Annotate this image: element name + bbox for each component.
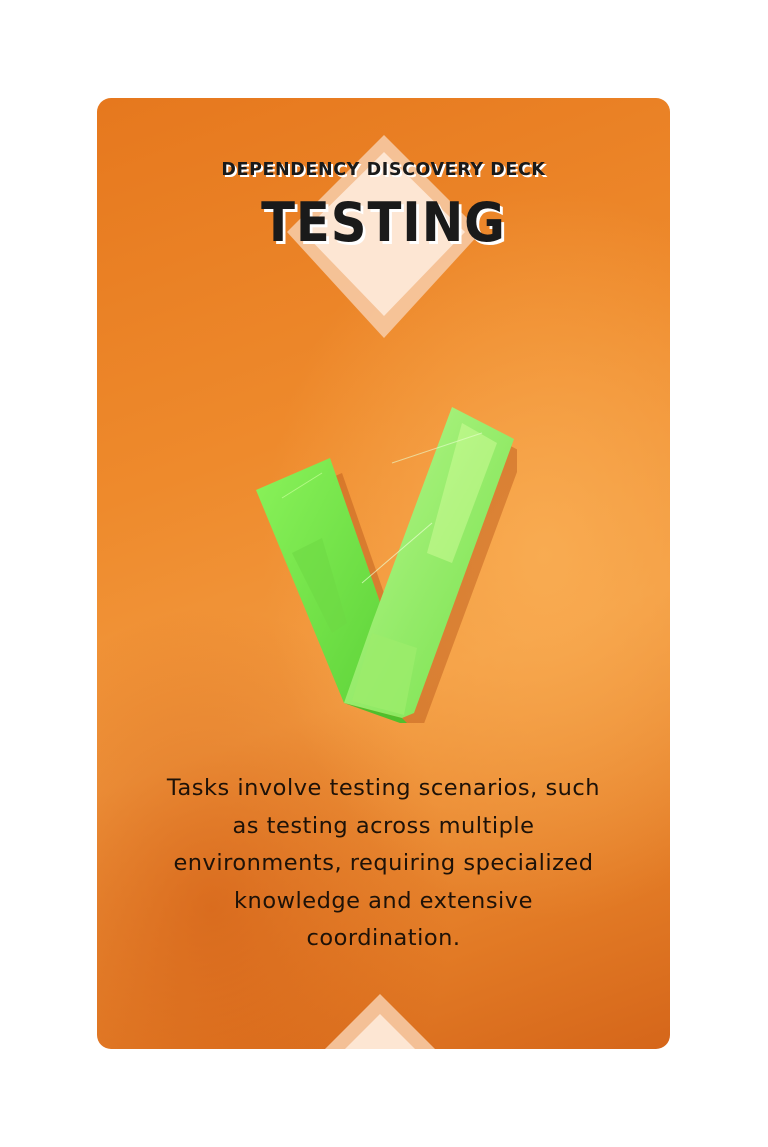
diamond-emblem <box>287 135 481 338</box>
green-checkmark-icon <box>256 407 517 723</box>
card-description: Tasks involve testing scenarios, such as… <box>166 775 601 951</box>
category-title: TESTING <box>261 191 506 254</box>
testing-card: DEPENDENCY DISCOVERY DECK TESTING <box>97 98 670 1049</box>
deck-name: DEPENDENCY DISCOVERY DECK <box>221 160 546 180</box>
